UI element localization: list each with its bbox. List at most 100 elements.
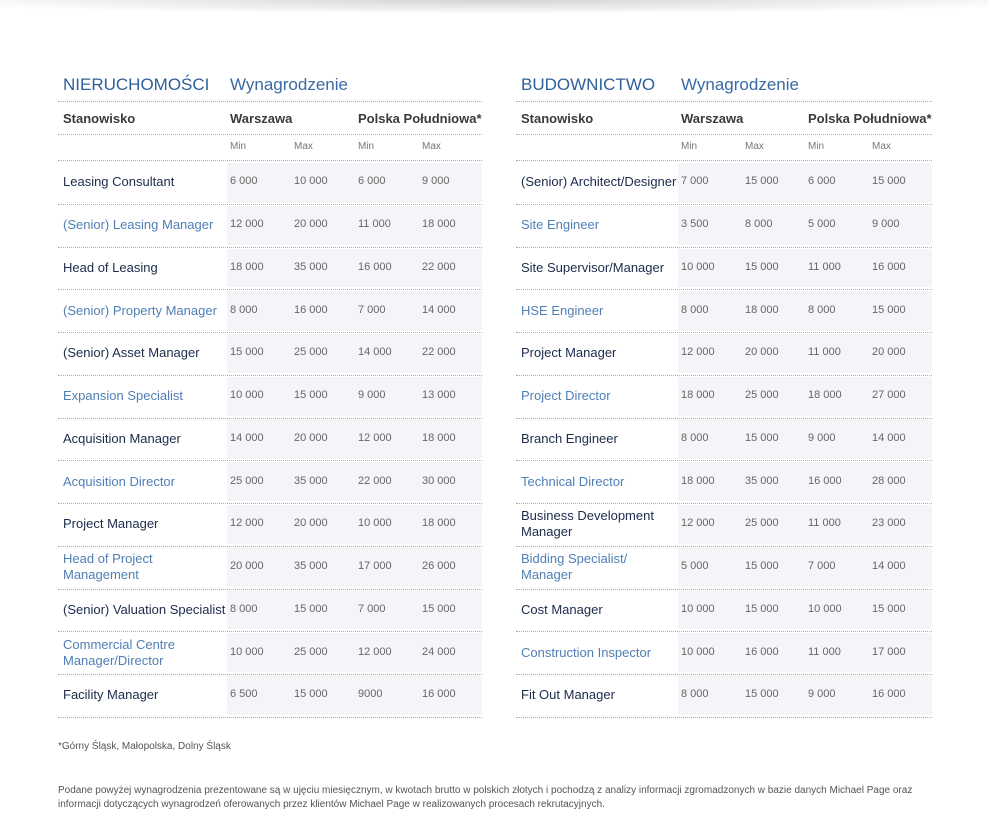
row-background (678, 547, 932, 587)
position-name: Project Manager (521, 345, 617, 361)
salary-value: 6 000 (230, 175, 258, 188)
salary-value: 15 000 (294, 389, 328, 402)
salary-value: 12 000 (681, 346, 715, 359)
position-name: Site Supervisor/Manager (521, 259, 665, 275)
table-title: NIERUCHOMOŚCI (63, 75, 210, 94)
divider (58, 101, 482, 102)
row-background (227, 291, 482, 330)
divider (58, 332, 482, 333)
table-title: BUDOWNICTWO (521, 75, 656, 94)
divider (516, 588, 932, 590)
position-name: Expansion Specialist (63, 388, 183, 404)
salary-value: 11 000 (808, 260, 841, 273)
row-background (227, 248, 482, 288)
row-background (678, 676, 932, 715)
salary-value: 7 000 (808, 560, 836, 573)
salary-value: 15 000 (745, 602, 779, 615)
salary-value: 14 000 (358, 346, 392, 359)
salary-value: 23 000 (872, 517, 906, 530)
salary-value: 9000 (358, 688, 383, 701)
salary-value: 25 000 (294, 346, 328, 359)
position-name: Commercial Centre Manager/Director (63, 636, 175, 668)
salary-value: 10 000 (358, 517, 392, 530)
subcolumn-header: Max (422, 141, 441, 152)
salary-value: 7 000 (681, 175, 709, 188)
salary-value: 16 000 (808, 474, 842, 487)
column-header: Stanowisko (521, 111, 594, 126)
salary-value: 20 000 (872, 346, 906, 359)
row-background (227, 590, 482, 630)
divider (58, 160, 482, 161)
salary-value: 16 000 (294, 303, 328, 316)
salary-value: 18 000 (681, 474, 715, 487)
salary-value: 18 000 (422, 431, 456, 444)
subcolumn-header: Max (745, 141, 764, 152)
row-background (678, 248, 932, 288)
salary-value: 22 000 (422, 260, 456, 273)
row-background (227, 334, 482, 373)
position-name: Head of Project Management (63, 551, 153, 583)
row-background (678, 633, 932, 672)
row-background (678, 376, 932, 416)
divider (58, 460, 482, 462)
position-name: Branch Engineer (521, 430, 618, 446)
salary-value: 15 000 (872, 303, 906, 316)
position-name: Construction Inspector (521, 644, 652, 660)
salary-value: 17 000 (872, 645, 906, 658)
salary-value: 8 000 (230, 602, 258, 615)
salary-value: 24 000 (422, 645, 456, 658)
salary-value: 10 000 (230, 389, 264, 402)
salary-value: 15 000 (745, 560, 779, 573)
salary-value: 15 000 (745, 175, 779, 188)
subcolumn-header: Min (230, 141, 247, 152)
divider (516, 545, 932, 547)
salary-value: 16 000 (872, 688, 906, 701)
divider (516, 417, 932, 419)
row-background (227, 205, 482, 245)
salary-value: 28 000 (872, 474, 906, 487)
salary-value: 14 000 (872, 560, 906, 573)
divider (58, 289, 482, 291)
salary-value: 30 000 (422, 474, 456, 487)
salary-value: 6 000 (808, 175, 836, 188)
divider (516, 503, 932, 504)
position-name: (Senior) Architect/Designer (521, 174, 677, 190)
row-background (678, 419, 932, 459)
salary-value: 12 000 (681, 517, 715, 530)
salary-value: 8 000 (745, 218, 773, 231)
salary-value: 25 000 (294, 645, 328, 658)
row-background (678, 163, 932, 202)
position-name: Site Engineer (521, 217, 600, 233)
salary-value: 20 000 (294, 431, 328, 444)
salary-value: 18 000 (681, 389, 715, 402)
salary-value: 11 000 (808, 346, 841, 359)
salary-value: 9 000 (808, 431, 836, 444)
salary-value: 7 000 (358, 602, 386, 615)
position-name: Acquisition Manager (63, 430, 181, 446)
column-header: Warszawa (230, 111, 293, 126)
table-subtitle: Wynagrodzenie (230, 75, 348, 94)
divider (516, 716, 932, 718)
row-background (227, 163, 482, 202)
position-name: Business Development Manager (521, 508, 654, 540)
divider (516, 374, 932, 376)
position-name: Cost Manager (521, 601, 603, 617)
position-name: Project Manager (63, 516, 159, 532)
position-name: Bidding Specialist/ Manager (521, 551, 628, 583)
row-background (678, 291, 932, 330)
divider (58, 545, 482, 547)
position-name: Fit Out Manager (521, 687, 615, 703)
salary-value: 15 000 (745, 688, 779, 701)
salary-value: 35 000 (294, 474, 328, 487)
divider (58, 134, 482, 135)
note: Podane powyżej wynagrodzenia prezentowan… (58, 785, 913, 810)
position-name: (Senior) Leasing Manager (63, 217, 214, 233)
salary-value: 15 000 (294, 602, 328, 615)
row-background (678, 505, 932, 544)
divider (58, 716, 482, 718)
row-background (678, 462, 932, 501)
subcolumn-header: Max (294, 141, 313, 152)
salary-value: 18 000 (230, 260, 264, 273)
divider (58, 631, 482, 633)
